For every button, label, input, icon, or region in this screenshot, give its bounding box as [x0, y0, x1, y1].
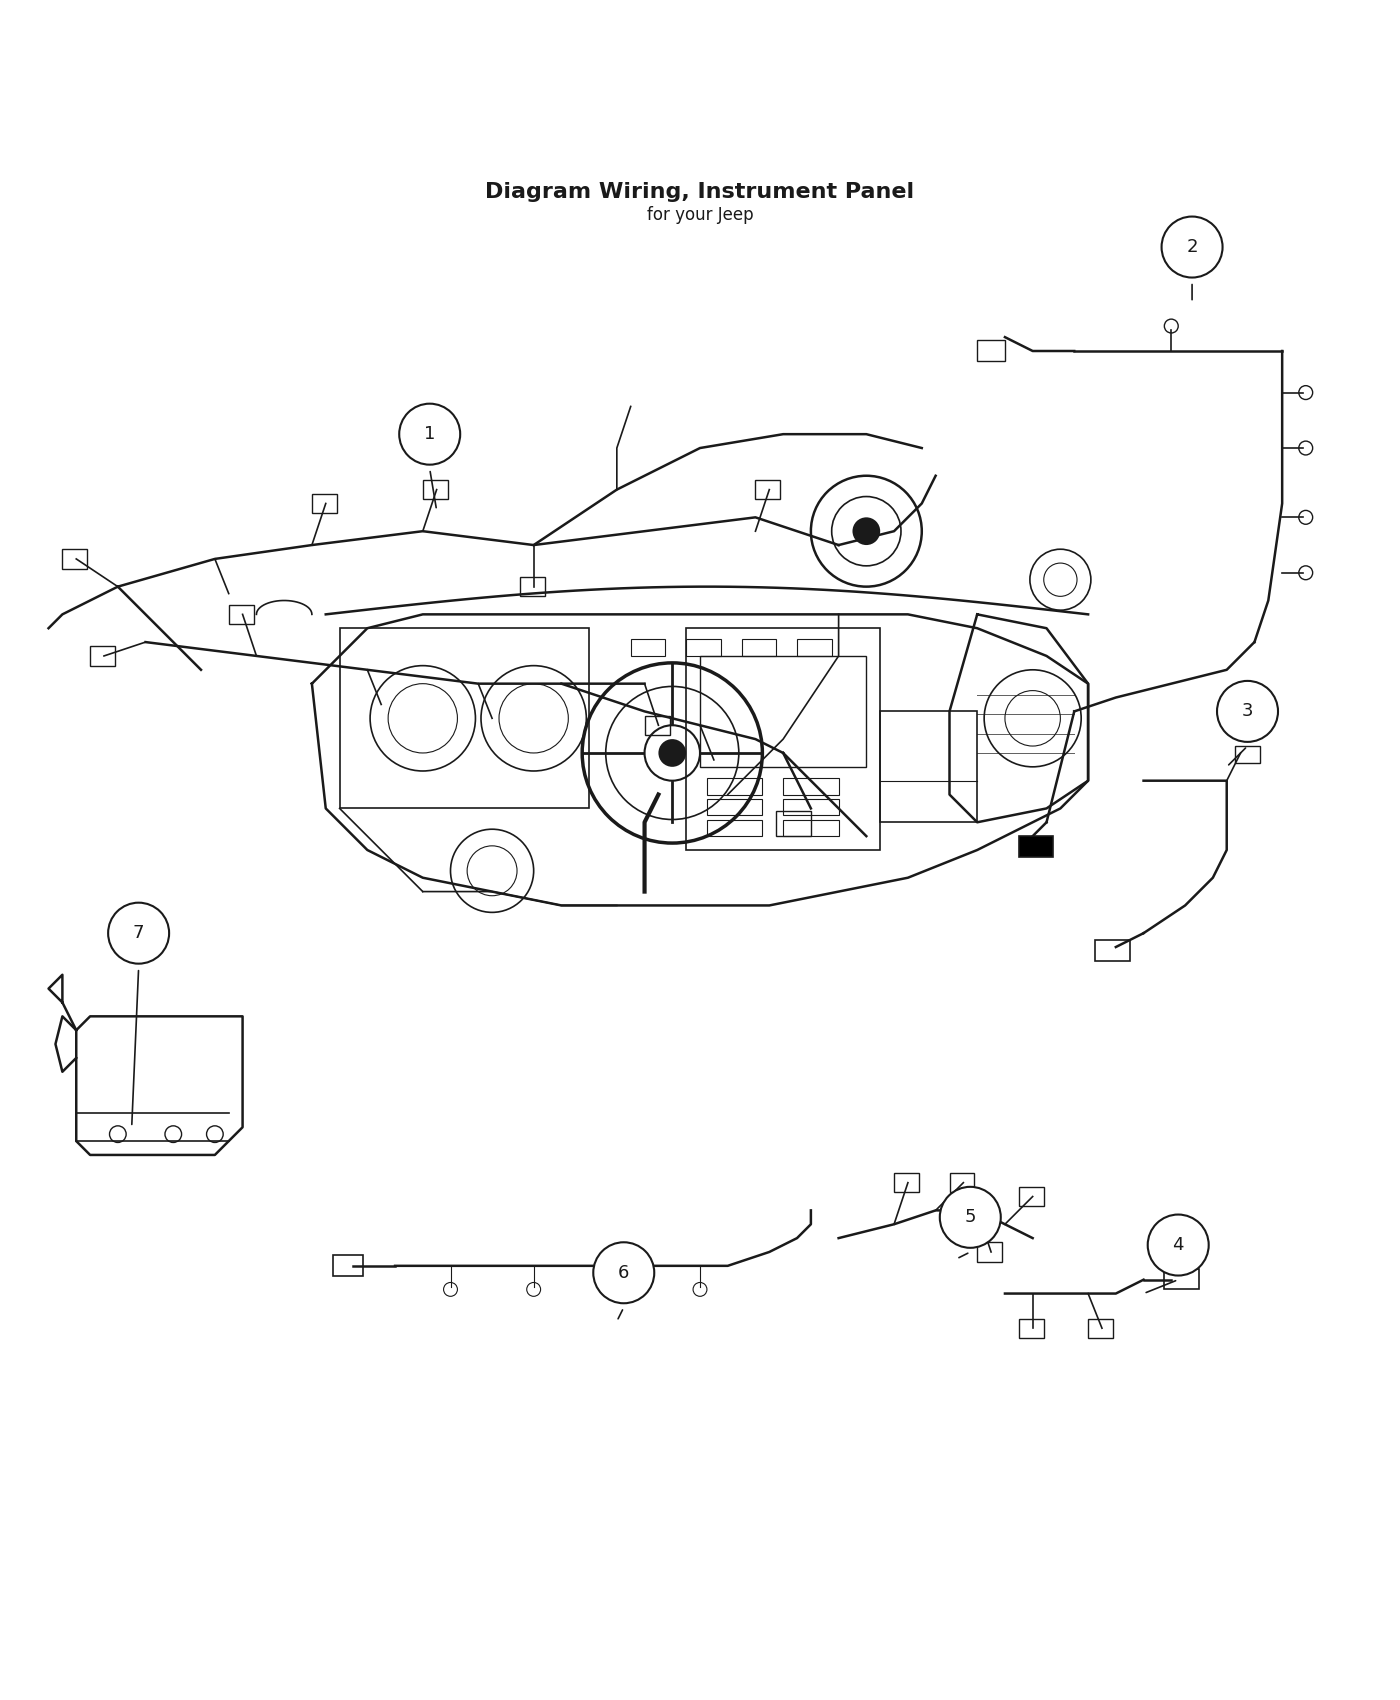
Circle shape [594, 1243, 654, 1304]
Bar [742, 639, 776, 656]
Bar [783, 819, 839, 836]
Bar [949, 1173, 974, 1192]
Text: 2: 2 [1186, 238, 1198, 257]
Circle shape [1148, 1214, 1208, 1275]
Bar [1019, 836, 1053, 857]
Text: 7: 7 [133, 925, 144, 942]
Bar [333, 1255, 363, 1275]
Bar [977, 340, 1005, 360]
Bar [895, 1173, 918, 1192]
Text: for your Jeep: for your Jeep [647, 206, 753, 224]
Bar [340, 629, 589, 809]
Bar [1019, 1319, 1044, 1338]
Circle shape [853, 517, 881, 546]
Bar [644, 716, 669, 734]
Bar [630, 639, 665, 656]
Text: Diagram Wiring, Instrument Panel: Diagram Wiring, Instrument Panel [486, 182, 914, 202]
Circle shape [658, 740, 686, 767]
Text: 1: 1 [424, 425, 435, 444]
Circle shape [399, 403, 461, 464]
Bar [881, 711, 977, 823]
Bar [977, 1243, 1002, 1261]
Circle shape [108, 903, 169, 964]
Bar [686, 629, 881, 850]
Circle shape [1217, 682, 1278, 741]
Bar [783, 779, 839, 794]
Bar [1095, 940, 1130, 960]
Bar [776, 811, 811, 836]
Bar [707, 779, 763, 794]
Bar [700, 656, 867, 767]
Text: 5: 5 [965, 1209, 976, 1226]
Text: 6: 6 [617, 1263, 630, 1282]
Bar [783, 799, 839, 816]
Bar [90, 646, 115, 666]
Bar [1019, 1187, 1044, 1207]
Bar [1165, 1268, 1198, 1289]
Circle shape [1162, 216, 1222, 277]
Bar [756, 479, 780, 500]
Circle shape [939, 1187, 1001, 1248]
Bar [707, 799, 763, 816]
Bar [1088, 1319, 1113, 1338]
Bar [63, 549, 87, 568]
Text: 4: 4 [1172, 1236, 1184, 1255]
Bar [1235, 746, 1260, 763]
Bar [423, 479, 448, 500]
Bar [707, 819, 763, 836]
Bar [797, 639, 832, 656]
Bar [228, 605, 253, 624]
Bar [312, 493, 337, 513]
Bar [686, 639, 721, 656]
Bar [519, 576, 545, 597]
Text: 3: 3 [1242, 702, 1253, 721]
